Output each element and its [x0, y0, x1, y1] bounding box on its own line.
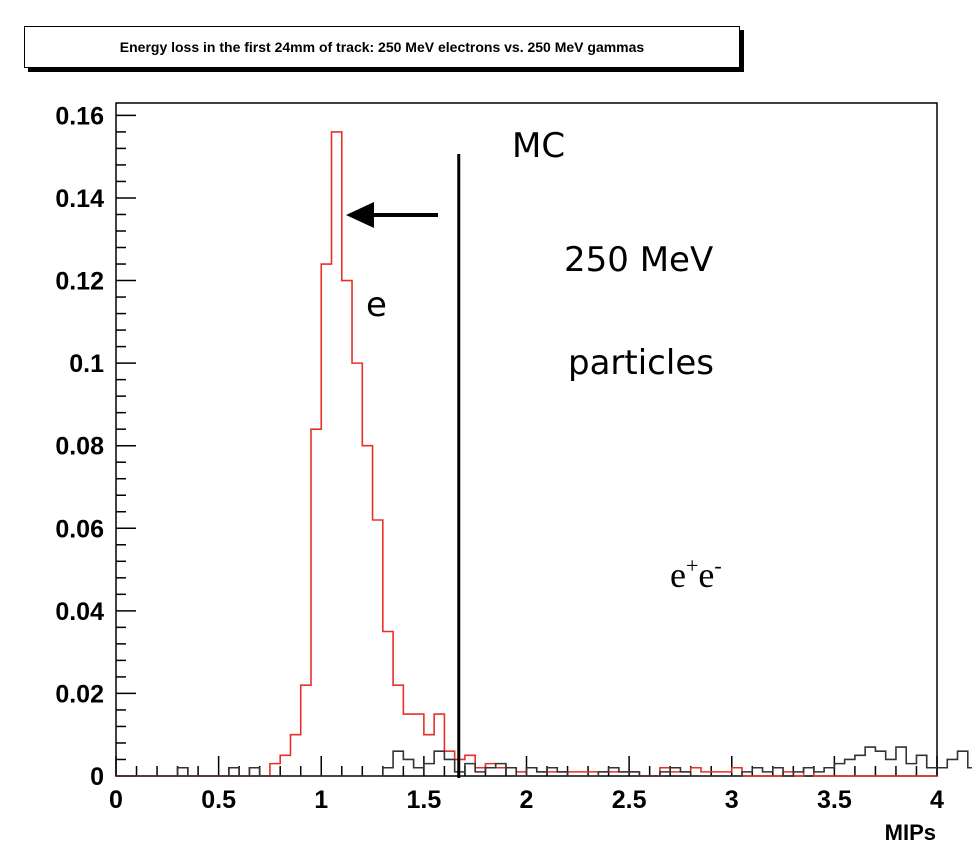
- x-tick-label: 0.5: [201, 786, 236, 814]
- x-axis-title: MIPs: [885, 820, 936, 845]
- x-tick-label: 4: [930, 786, 944, 814]
- arrow-head-icon: [346, 202, 374, 228]
- y-tick-label: 0.14: [55, 185, 104, 213]
- tick-labels: 0 0.5 1 1.5 2 2.5 3 3.5 4 0 0.02 0.04 0.06 0.08 0.1 0.1…: [55, 102, 944, 845]
- pair-label: e+e-: [670, 553, 722, 595]
- energy-label: 250 MeV: [564, 240, 713, 280]
- y-tick-label: 0.12: [55, 268, 104, 296]
- y-tick-label: 0: [90, 763, 104, 791]
- mc-label: MC: [512, 126, 565, 166]
- x-tick-label: 1.5: [406, 786, 441, 814]
- x-tick-label: 3: [725, 786, 739, 814]
- x-tick-label: 2.5: [612, 786, 647, 814]
- pair-e1: e: [670, 555, 686, 595]
- particles-label: particles: [568, 343, 714, 383]
- x-tick-label: 0: [109, 786, 123, 814]
- y-tick-label: 0.02: [55, 680, 104, 708]
- y-tick-label: 0.06: [55, 515, 104, 543]
- histogram-series-1: [116, 131, 937, 777]
- y-tick-label: 0.1: [69, 350, 104, 378]
- series-layer: [116, 131, 972, 777]
- histogram-series-2: [116, 746, 972, 777]
- x-tick-label: 2: [520, 786, 534, 814]
- x-tick-label: 3.5: [817, 786, 852, 814]
- y-tick-label: 0.08: [55, 433, 104, 461]
- pair-e2: e: [698, 555, 714, 595]
- pair-sup1: +: [686, 553, 698, 578]
- x-tick-label: 1: [314, 786, 328, 814]
- plot-frame-rect: [115, 102, 938, 777]
- chart-title: Energy loss in the first 24mm of track: …: [24, 26, 740, 68]
- y-tick-label: 0.04: [55, 598, 104, 626]
- plot-frame: [115, 102, 938, 777]
- axis-ticks: [115, 114, 938, 777]
- y-tick-label: 0.16: [55, 102, 104, 130]
- pair-sup2: -: [714, 553, 721, 578]
- electron-label: e: [366, 285, 387, 325]
